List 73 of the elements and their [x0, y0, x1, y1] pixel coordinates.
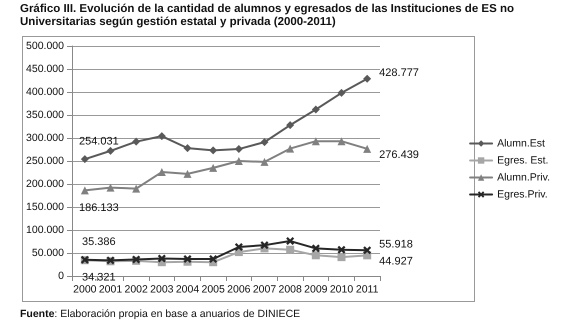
- y-tick-label: 250.000: [26, 155, 64, 167]
- x-tick-label: 2008: [278, 284, 302, 296]
- legend-label: Alumn.Est: [497, 138, 546, 150]
- x-tick-label: 2009: [304, 284, 328, 296]
- point: [363, 144, 372, 153]
- point: [312, 244, 320, 252]
- point: [158, 132, 166, 140]
- point: [234, 243, 243, 252]
- point: [338, 88, 346, 97]
- x-tick-label: 2005: [201, 284, 226, 296]
- point: [363, 74, 372, 83]
- data-label: 428.777: [379, 66, 419, 79]
- point: [338, 137, 346, 146]
- data-label: 186.133: [78, 202, 119, 214]
- legend-label: Alumn.Priv.: [497, 172, 550, 184]
- point: [286, 144, 294, 153]
- point: [80, 155, 89, 164]
- y-tick-label: 150.000: [26, 201, 64, 213]
- point: [132, 138, 140, 146]
- point: [209, 164, 218, 172]
- x-tick-label: 2002: [124, 284, 148, 296]
- point: [260, 158, 268, 166]
- y-tick-label: 300.000: [26, 132, 64, 144]
- y-tick-label: 0: [58, 270, 64, 282]
- point: [312, 251, 320, 260]
- chart-title: Gráfico III. Evolución de la cantidad de alumnos y egresados de las Instituciones de ES no Universitarias según gestión estatal y privada (2000-2011): [20, 3, 515, 29]
- point: [286, 237, 294, 246]
- x-tick-label: 2004: [176, 284, 200, 296]
- data-label: 254.031: [78, 136, 119, 148]
- point: [234, 157, 243, 165]
- point: [312, 137, 320, 146]
- y-tick-label: 200.000: [26, 178, 64, 190]
- point: [260, 138, 268, 146]
- point: [184, 170, 192, 178]
- point: [80, 186, 89, 194]
- x-tick-label: 2007: [252, 284, 276, 296]
- x-tick-label: 2001: [98, 284, 122, 296]
- x-tick-label: 2000: [73, 284, 97, 296]
- point: [209, 146, 218, 154]
- legend-label: Egres.Priv.: [497, 188, 548, 200]
- point: [260, 241, 268, 250]
- x-tick-label: 2006: [227, 284, 251, 296]
- point: [234, 145, 243, 154]
- data-label: 276.439: [379, 148, 419, 161]
- y-tick-label: 100.000: [26, 224, 64, 236]
- point: [286, 121, 294, 130]
- point: [338, 246, 346, 254]
- point: [363, 246, 372, 254]
- data-label: 55.918: [379, 238, 413, 250]
- source-note: Fuente: Elaboración propia en base a anuarios de DINIECE: [20, 308, 300, 320]
- x-tick-label: 2011: [356, 284, 379, 296]
- point: [184, 254, 192, 263]
- legend-label: Egres. Est.: [497, 154, 548, 166]
- y-tick-label: 450.000: [26, 63, 64, 75]
- point: [286, 246, 294, 254]
- point: [158, 254, 166, 263]
- point: [184, 144, 192, 152]
- point: [132, 184, 140, 193]
- point: [209, 254, 218, 263]
- y-tick-label: 350.000: [26, 109, 64, 121]
- y-tick-label: 400.000: [26, 86, 64, 98]
- point: [312, 105, 320, 114]
- point: [106, 184, 114, 192]
- x-tick-label: 2003: [150, 284, 174, 296]
- point: [338, 253, 346, 262]
- data-label: 34.321: [82, 272, 116, 284]
- point: [158, 168, 166, 176]
- data-label: 44.927: [379, 255, 413, 268]
- y-tick-label: 50.000: [32, 247, 64, 259]
- y-tick-label: 500.000: [26, 40, 64, 52]
- data-label: 35.386: [82, 236, 116, 248]
- x-tick-label: 2010: [330, 284, 354, 296]
- point: [106, 146, 114, 155]
